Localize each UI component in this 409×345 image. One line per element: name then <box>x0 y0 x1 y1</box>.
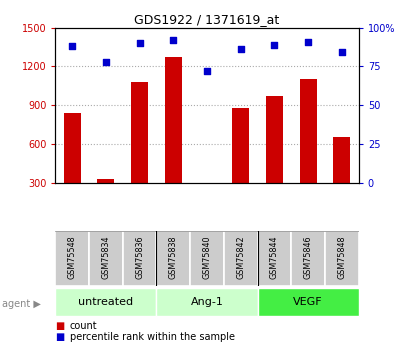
Text: GSM75846: GSM75846 <box>303 236 312 279</box>
Point <box>270 42 277 47</box>
Text: untreated: untreated <box>78 297 133 307</box>
Bar <box>55 231 89 286</box>
Bar <box>324 231 358 286</box>
Point <box>102 59 109 65</box>
Text: GSM75842: GSM75842 <box>236 236 245 279</box>
Bar <box>198 183 215 184</box>
Text: GSM75848: GSM75848 <box>337 236 346 279</box>
Point <box>170 37 176 43</box>
Point <box>304 39 311 44</box>
Text: Ang-1: Ang-1 <box>190 297 223 307</box>
Text: ■: ■ <box>55 333 65 342</box>
Bar <box>131 82 148 183</box>
Bar <box>122 231 156 286</box>
Point <box>136 40 143 46</box>
Bar <box>257 288 358 316</box>
Bar <box>164 57 181 183</box>
Point <box>237 47 243 52</box>
Text: GSM75840: GSM75840 <box>202 236 211 279</box>
Title: GDS1922 / 1371619_at: GDS1922 / 1371619_at <box>134 13 279 27</box>
Bar <box>97 179 114 183</box>
Bar <box>64 113 81 183</box>
Bar <box>291 231 324 286</box>
Bar <box>156 231 190 286</box>
Bar <box>257 231 291 286</box>
Point <box>69 43 75 49</box>
Text: ■: ■ <box>55 321 65 331</box>
Text: count: count <box>70 321 97 331</box>
Point <box>338 50 344 55</box>
Bar <box>89 231 122 286</box>
Text: percentile rank within the sample: percentile rank within the sample <box>70 333 234 342</box>
Text: GSM75844: GSM75844 <box>269 236 278 279</box>
Point <box>203 68 210 74</box>
Bar <box>299 79 316 183</box>
Bar <box>190 231 223 286</box>
Bar <box>265 96 282 183</box>
Text: GSM75548: GSM75548 <box>67 236 76 279</box>
Bar <box>333 137 349 183</box>
Bar <box>232 108 249 183</box>
Text: GSM75834: GSM75834 <box>101 236 110 279</box>
Bar <box>156 288 257 316</box>
Text: GSM75838: GSM75838 <box>169 236 178 279</box>
Bar <box>223 231 257 286</box>
Text: VEGF: VEGF <box>293 297 322 307</box>
Bar <box>55 288 156 316</box>
Text: agent ▶: agent ▶ <box>2 299 41 308</box>
Text: GSM75836: GSM75836 <box>135 236 144 279</box>
